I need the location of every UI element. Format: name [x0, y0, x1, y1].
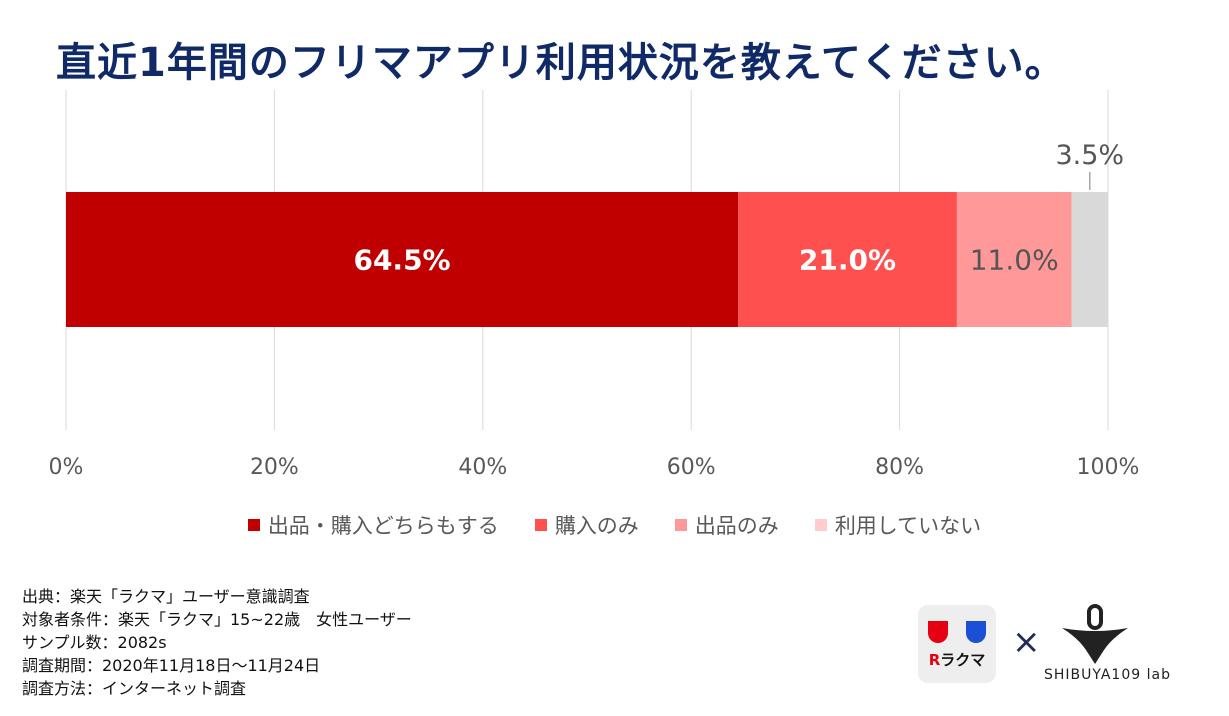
x-tick-label: 60% [667, 455, 716, 480]
note-period: 調査期間：2020年11月18日〜11月24日 [22, 656, 321, 675]
data-label: 21.0% [799, 244, 896, 277]
x-tick-label: 100% [1077, 455, 1140, 480]
collab-times-icon: × [1012, 622, 1041, 662]
stacked-bar-chart: 0% 20% 40% 60% 80% 100% 64.5% 21.0% 11.0% 3.5% [49, 90, 1140, 480]
legend-item-sell-only: 出品のみ [674, 510, 779, 540]
x-tick-label: 40% [458, 455, 507, 480]
note-sample: サンプル数：2082s [22, 633, 167, 652]
bar-segment [66, 192, 739, 327]
x-tick-label: 80% [875, 455, 924, 480]
bar-segment [738, 192, 957, 327]
legend-item-buy-only: 購入のみ [534, 510, 639, 540]
data-label: 3.5% [1055, 140, 1124, 171]
legend-item-both: 出品・購入どちらもする [247, 510, 499, 540]
legend-item-not-using: 利用していない [814, 510, 982, 540]
legend-swatch [534, 519, 547, 531]
note-source: 出典：楽天「ラクマ」ユーザー意識調査 [22, 587, 310, 606]
legend-swatch [247, 519, 260, 531]
bar-segment [1071, 192, 1108, 327]
chart-title: 直近1年間のフリマアプリ利用状況を教えてください。 [56, 40, 1066, 86]
data-label: 64.5% [353, 244, 450, 277]
x-tick-label: 0% [49, 455, 84, 480]
bar-segment [956, 192, 1072, 327]
x-tick-label: 20% [250, 455, 299, 480]
legend-label: 利用していない [834, 514, 982, 538]
survey-notes: 出典：楽天「ラクマ」ユーザー意識調査 対象者条件：楽天「ラクマ」15~22歳 女… [22, 585, 412, 700]
rakuma-logo-text: Rラクマ [928, 651, 986, 669]
legend-label: 購入のみ [554, 514, 639, 538]
legend-swatch [814, 519, 827, 531]
legend-label: 出品・購入どちらもする [267, 514, 499, 538]
legend: 出品・購入どちらもする 購入のみ 出品のみ 利用していない [0, 510, 1229, 540]
red-cup-icon [928, 621, 948, 643]
note-method: 調査方法：インターネット調査 [22, 679, 247, 698]
shibuya109-lab-text: SHIBUYA109 lab [1044, 667, 1171, 683]
legend-label: 出品のみ [694, 514, 779, 538]
note-target: 対象者条件：楽天「ラクマ」15~22歳 女性ユーザー [22, 610, 412, 629]
shibuya109-lab-icon [1062, 604, 1128, 664]
data-label: 11.0% [970, 244, 1059, 277]
legend-swatch [674, 519, 687, 531]
rakuma-logo: Rラクマ [918, 605, 996, 683]
blue-cup-icon [966, 621, 986, 643]
